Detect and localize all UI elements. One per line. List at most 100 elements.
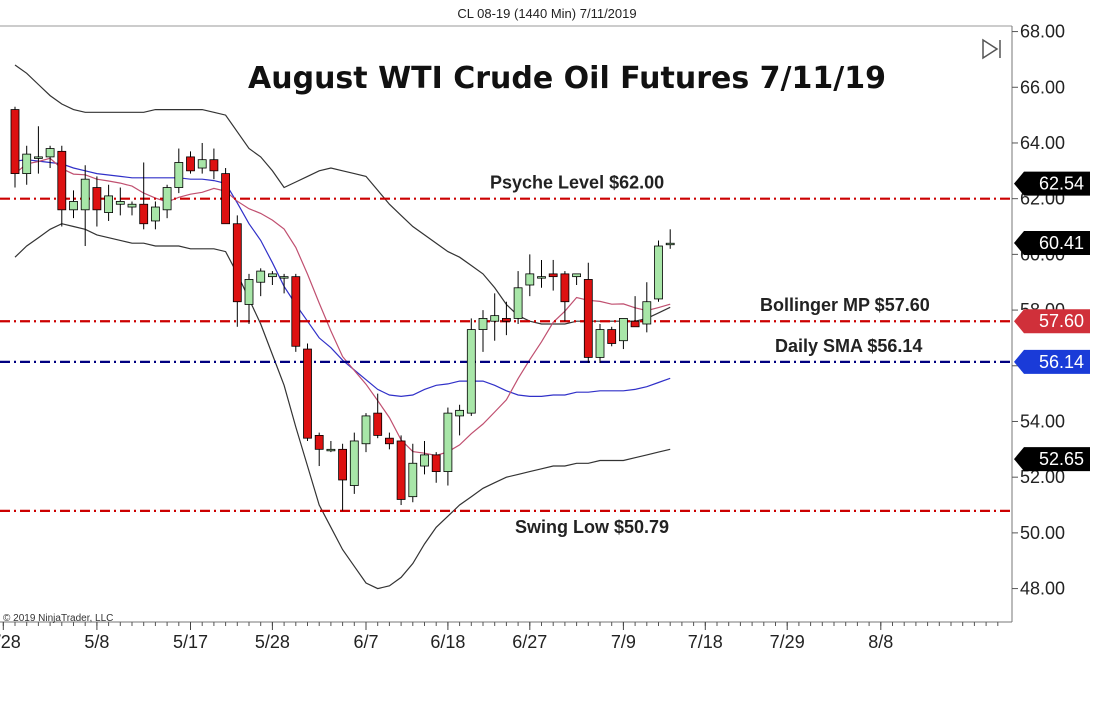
candle xyxy=(232,215,242,327)
candle xyxy=(572,273,581,286)
candle xyxy=(115,187,125,216)
candle-body xyxy=(548,273,558,278)
candle-body xyxy=(279,276,289,279)
bollinger-upper-line xyxy=(14,64,671,325)
x-tick-label: 5/8 xyxy=(84,632,109,652)
y-tick-label: 64.00 xyxy=(1020,133,1065,153)
candle xyxy=(174,148,184,194)
candle-body xyxy=(127,203,137,208)
candle xyxy=(45,145,55,169)
candle-body xyxy=(537,276,546,279)
candle xyxy=(69,190,78,219)
price-tag: 52.65 xyxy=(1014,447,1090,472)
x-tick-label: 4/28 xyxy=(0,632,21,652)
candle xyxy=(501,301,511,336)
candle xyxy=(10,106,20,188)
candle-body xyxy=(560,273,570,303)
candle xyxy=(537,259,546,288)
candle xyxy=(583,262,593,363)
price-tag-label: 56.14 xyxy=(1039,352,1084,372)
candle xyxy=(57,145,67,227)
candle xyxy=(607,326,617,347)
candle xyxy=(256,268,266,297)
price-tag-bg xyxy=(1014,349,1090,374)
candle-body xyxy=(396,440,406,500)
candle-body xyxy=(10,109,20,175)
price-tag-bg xyxy=(1014,309,1090,334)
horizontal-levels: Psyche Level $62.00 Bollinger MP $57.60 Da… xyxy=(0,173,1012,537)
candle-body xyxy=(45,148,55,158)
candle-body xyxy=(607,329,617,344)
price-tag-label: 60.41 xyxy=(1039,233,1084,253)
candle-body xyxy=(513,287,523,319)
copyright-text: © 2019 NinjaTrader, LLC xyxy=(3,613,113,624)
candle-body xyxy=(150,206,160,222)
candle xyxy=(548,259,558,291)
candle xyxy=(186,151,195,174)
scroll-end-icon[interactable] xyxy=(982,38,1001,60)
candle xyxy=(595,324,605,363)
candle xyxy=(396,435,406,506)
candle-body xyxy=(338,448,348,481)
candle-body xyxy=(654,245,663,300)
price-tag-label: 52.65 xyxy=(1039,449,1084,469)
candle xyxy=(338,443,348,511)
candle xyxy=(420,440,429,475)
candle-body xyxy=(665,242,675,246)
candle-body xyxy=(466,329,476,414)
candle xyxy=(197,142,207,174)
candle xyxy=(513,271,523,324)
candle-body xyxy=(69,201,78,211)
chart-header: CL 08-19 (1440 Min) 7/11/2019 xyxy=(457,6,637,21)
candle xyxy=(326,440,336,453)
candle-body xyxy=(92,187,102,211)
price-tags: 62.54 60.41 57.60 56.14 52.65 xyxy=(1014,171,1090,472)
candle-body xyxy=(619,318,628,342)
candle-body xyxy=(314,435,324,450)
candlestick-series xyxy=(10,106,675,511)
level-label-0: Psyche Level $62.00 xyxy=(490,173,664,193)
candle xyxy=(619,318,628,350)
candle xyxy=(209,148,219,180)
candle-body xyxy=(443,412,453,473)
candle-body xyxy=(525,273,535,286)
candle xyxy=(139,162,149,230)
candle xyxy=(34,126,43,174)
candle xyxy=(373,393,383,439)
candle-body xyxy=(57,150,67,211)
candle-body xyxy=(373,412,383,436)
y-tick-label: 68.00 xyxy=(1020,22,1065,42)
candle xyxy=(478,310,488,352)
candle-body xyxy=(139,203,149,225)
candle-body xyxy=(501,318,511,322)
candle xyxy=(665,229,675,249)
sma-line xyxy=(14,159,671,398)
price-tag: 62.54 xyxy=(1014,171,1090,196)
candle xyxy=(279,273,289,294)
candle-body xyxy=(197,159,207,169)
price-tag-bg xyxy=(1014,447,1090,472)
price-tag: 56.14 xyxy=(1014,349,1090,374)
candle-body xyxy=(115,201,125,205)
candle xyxy=(654,240,663,302)
candle-body xyxy=(583,279,593,358)
y-tick-label: 52.00 xyxy=(1020,467,1065,487)
chart-title: August WTI Crude Oil Futures 7/11/19 xyxy=(248,61,886,96)
y-tick-label: 54.00 xyxy=(1020,411,1065,431)
candle-body xyxy=(209,159,219,172)
candle xyxy=(490,293,500,341)
candle-body xyxy=(572,273,581,278)
y-tick-label: 50.00 xyxy=(1020,523,1065,543)
candle xyxy=(466,318,476,416)
bollinger-mid-line xyxy=(14,157,671,457)
candle xyxy=(314,432,324,467)
candle xyxy=(150,201,160,230)
candle-body xyxy=(326,448,336,452)
candle-body xyxy=(104,195,113,213)
candle-body xyxy=(174,162,184,188)
candle-body xyxy=(431,454,441,473)
candle xyxy=(244,273,254,324)
candle xyxy=(127,201,137,216)
indicator-lines xyxy=(14,64,671,590)
